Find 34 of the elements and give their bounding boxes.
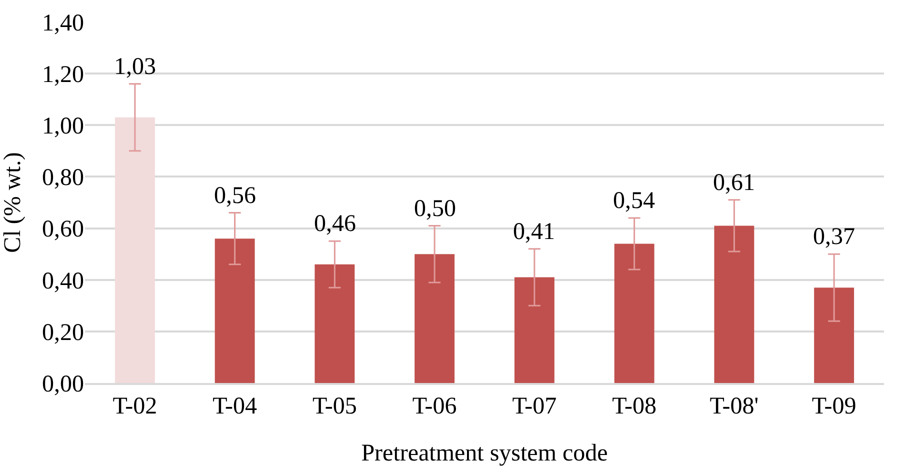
bar xyxy=(614,244,654,383)
data-label: 0,46 xyxy=(314,211,356,237)
x-tick-label: T-09 xyxy=(812,394,856,420)
y-tick-label: 1,20 xyxy=(42,62,84,88)
x-tick-label: T-02 xyxy=(112,394,158,420)
bar xyxy=(714,226,754,383)
y-tick-label: 0,60 xyxy=(42,216,84,243)
x-tick-label: T-08 xyxy=(612,394,657,420)
x-tick-label: T-06 xyxy=(412,394,457,420)
x-tick-label: T-08' xyxy=(710,394,759,420)
x-tick-label: T-05 xyxy=(312,394,357,420)
y-axis-title: Cl (% wt.) xyxy=(0,152,26,253)
y-tick-label: 0,80 xyxy=(42,165,84,192)
x-tick-label: T-07 xyxy=(512,394,557,420)
data-label: 1,03 xyxy=(114,54,156,80)
bar xyxy=(114,117,155,383)
data-label: 0,50 xyxy=(414,196,456,222)
bar xyxy=(814,288,854,383)
data-label: 0,37 xyxy=(813,224,855,250)
bar xyxy=(514,277,554,383)
data-label: 0,54 xyxy=(613,188,655,214)
y-tick-label: 0,40 xyxy=(42,268,84,294)
bar xyxy=(214,238,255,383)
y-tick-label: 0,00 xyxy=(42,371,84,398)
bar xyxy=(314,264,355,383)
x-axis-title: Pretreatment system code xyxy=(361,440,608,466)
data-label: 0,61 xyxy=(713,170,755,196)
data-label: 0,56 xyxy=(214,183,256,209)
y-tick-label: 1,00 xyxy=(42,114,84,140)
y-tick-label: 0,20 xyxy=(42,320,84,346)
bar xyxy=(414,254,455,383)
data-label: 0,41 xyxy=(513,219,555,245)
x-tick-label: T-04 xyxy=(212,394,258,420)
y-tick-label: 1,40 xyxy=(42,10,84,36)
